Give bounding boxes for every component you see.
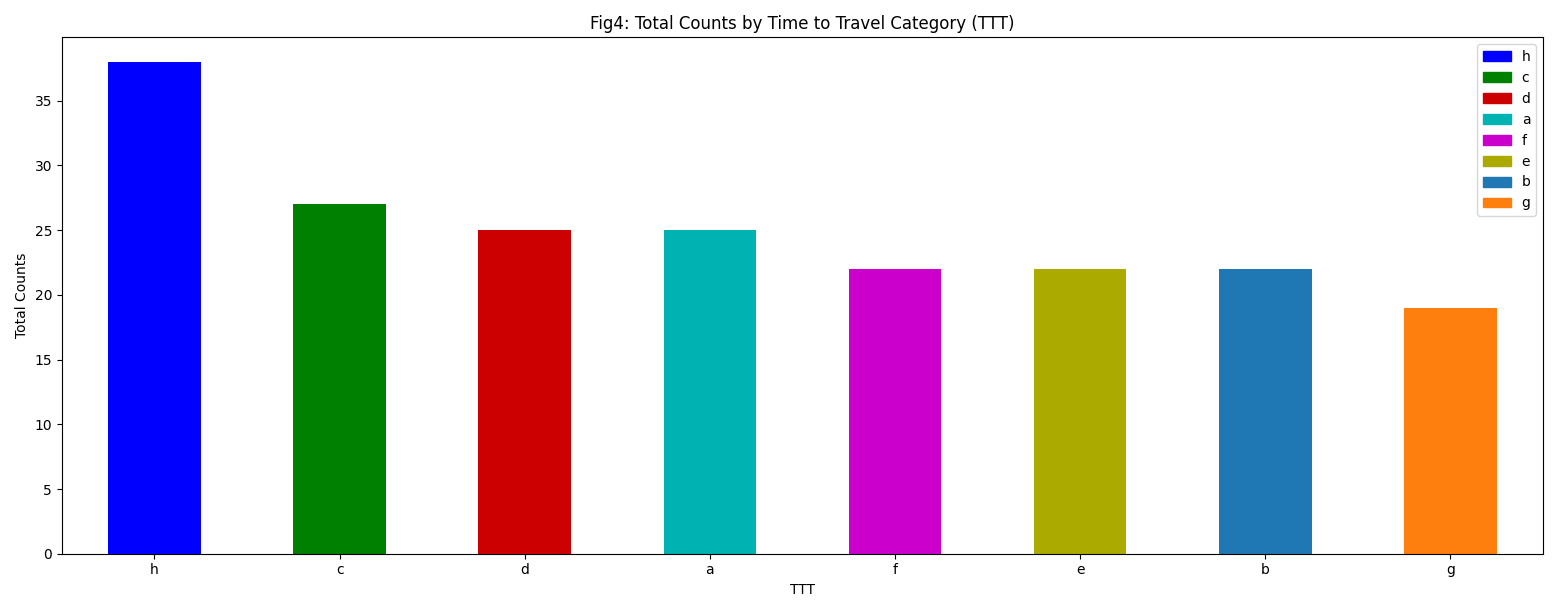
Bar [1035,269,1126,554]
Bar [293,204,386,554]
Legend: h, c, d, a, f, e, b, g: h, c, d, a, f, e, b, g [1477,44,1536,216]
Y-axis label: Total Counts: Total Counts [16,253,30,338]
Bar [664,230,756,554]
Bar [1218,269,1312,554]
Bar [1404,308,1497,554]
X-axis label: TTT: TTT [790,583,815,597]
Bar [108,62,201,554]
Bar [849,269,941,554]
Title: Fig4: Total Counts by Time to Travel Category (TTT): Fig4: Total Counts by Time to Travel Cat… [590,15,1014,33]
Bar [478,230,572,554]
